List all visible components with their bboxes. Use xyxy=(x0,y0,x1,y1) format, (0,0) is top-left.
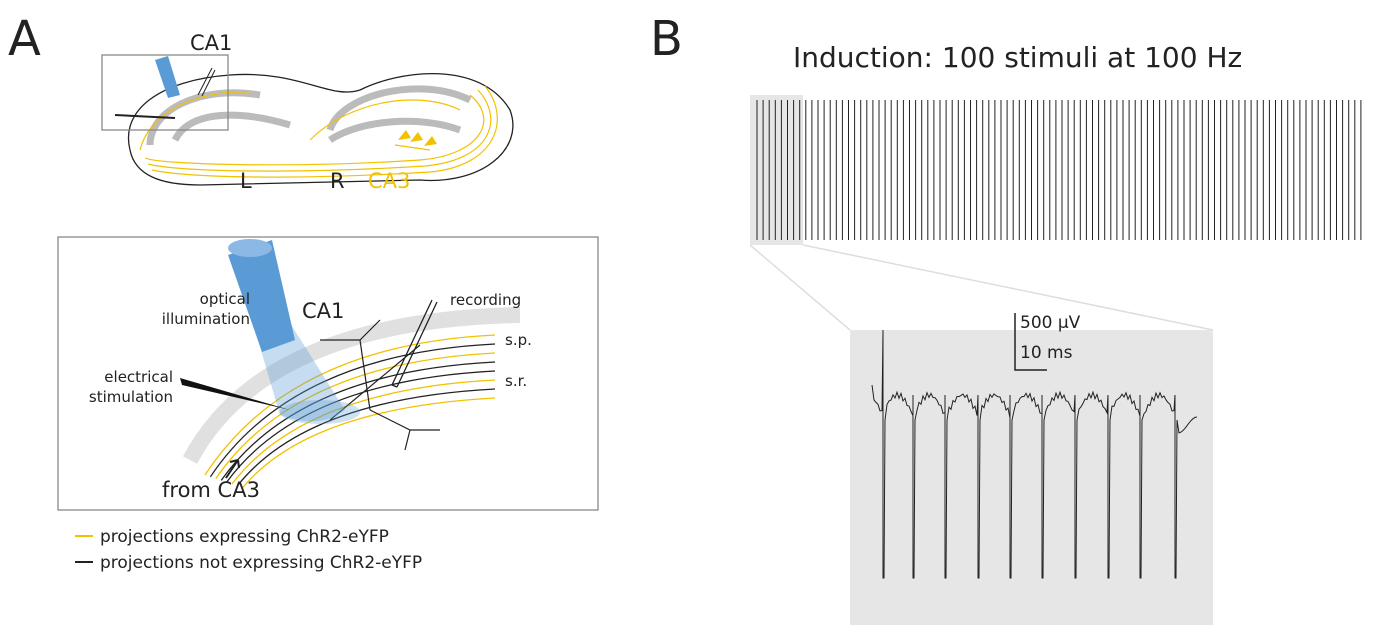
hemisphere-label: L xyxy=(240,169,252,193)
projection xyxy=(209,343,496,478)
annotation: electrical xyxy=(104,368,173,386)
hemisphere-label: R xyxy=(330,169,345,193)
projection xyxy=(231,379,496,485)
scale-label: 500 µV xyxy=(1020,313,1081,333)
projection xyxy=(226,370,496,483)
annotation: recording xyxy=(450,291,521,309)
panel-label: A xyxy=(8,11,41,67)
panel-label: B xyxy=(650,11,683,67)
scale-label: 10 ms xyxy=(1020,343,1073,363)
annotation: stimulation xyxy=(89,388,173,406)
region-label: CA1 xyxy=(302,299,344,323)
trace xyxy=(871,329,1198,579)
projection xyxy=(242,397,496,489)
stimulus-train xyxy=(756,100,1362,240)
annotation: from CA3 xyxy=(162,478,260,502)
title: Induction: 100 stimuli at 100 Hz xyxy=(793,41,1242,74)
zoom-panel xyxy=(850,330,1213,625)
inset xyxy=(57,236,599,511)
region-label: CA3 xyxy=(368,169,410,193)
zoom-lines xyxy=(749,244,1214,331)
highlight xyxy=(750,95,803,245)
legend-entry: projections expressing ChR2-eYFP xyxy=(100,527,389,547)
projection xyxy=(215,352,496,479)
projection xyxy=(204,334,496,476)
overview xyxy=(101,54,514,186)
legend-entry: projections not expressing ChR2-eYFP xyxy=(100,553,422,573)
projection xyxy=(220,361,496,481)
layer-label: s.r. xyxy=(505,372,527,390)
annotation: illumination xyxy=(162,310,250,328)
region-label: CA1 xyxy=(190,31,232,55)
scale-bar xyxy=(1014,313,1047,371)
projection xyxy=(236,388,496,487)
annotation: optical xyxy=(200,290,250,308)
layer-label: s.p. xyxy=(505,331,532,349)
